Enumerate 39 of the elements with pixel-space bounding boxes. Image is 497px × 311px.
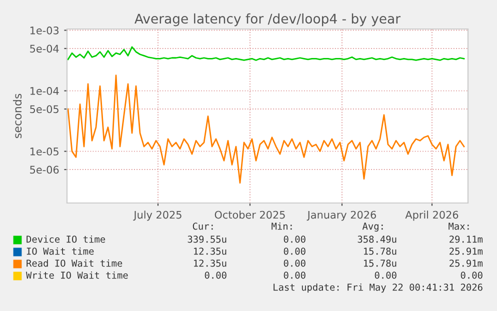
text: Avg: [362, 222, 383, 232]
legend-label: Write IO Wait time [26, 271, 128, 279]
legend-label: IO Wait time [26, 247, 94, 255]
text: Min: [272, 222, 292, 230]
text: 15.78u [364, 260, 396, 267]
y-tick-label: 1e-05 [30, 148, 58, 156]
text: 25.91m [450, 260, 483, 267]
text: 15.78u [364, 248, 396, 255]
text: 0.00 [284, 236, 306, 243]
text: 0.00 [284, 272, 306, 279]
text: 12.35u [194, 248, 226, 255]
y-tick-label: 1e-03 [30, 26, 59, 34]
text: 358.49u [358, 236, 396, 243]
text: 12.35u [194, 260, 226, 267]
y-axis-title: seconds [13, 94, 22, 138]
text: Max: [448, 222, 469, 230]
x-tick-label: April 2026 [405, 210, 458, 221]
text: 25.91m [450, 248, 483, 255]
text: 339.55u [188, 236, 226, 243]
text: 0.00 [284, 260, 306, 267]
y-tick-label: 5e-06 [30, 166, 59, 174]
x-tick-label: July 2025 [133, 210, 182, 221]
x-tick-label: October 2025 [214, 210, 285, 219]
text: Last update: Fri May 22 00:41:31 2026 [274, 283, 482, 293]
y-tick-label: 5e-04 [30, 44, 59, 53]
text: 29.11m [450, 236, 483, 243]
text: 0.00 [374, 272, 396, 279]
line-series [67, 74, 465, 184]
text: 0.00 [204, 272, 226, 279]
text: 0.00 [460, 272, 482, 279]
y-tick-label: 5e-05 [30, 105, 58, 114]
text: Cur: [192, 222, 213, 230]
legend-label: Read IO Wait time [26, 259, 122, 267]
y-tick-label: 1e-04 [30, 87, 59, 95]
text: 0.00 [284, 248, 306, 255]
legend-label: Device IO time [26, 235, 106, 243]
line-series [67, 46, 465, 61]
x-tick-label: January 2026 [306, 210, 376, 221]
chart-title: Average latency for /dev/loop4 - by year [134, 13, 401, 26]
